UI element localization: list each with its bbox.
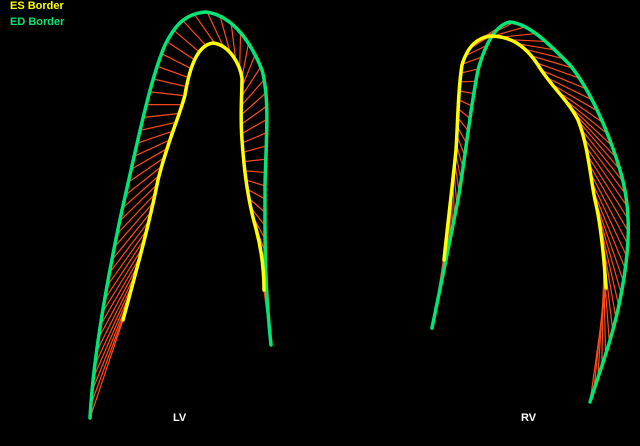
chord-line: [111, 211, 152, 261]
chord-line: [457, 117, 469, 132]
chord-line: [457, 108, 471, 119]
chord-line: [585, 146, 628, 207]
chord-line: [166, 41, 195, 61]
chord-line: [580, 128, 624, 183]
lv-es-border: [121, 41, 266, 322]
chord-line: [583, 137, 627, 195]
chord-line: [104, 238, 146, 300]
chord-line: [465, 44, 488, 57]
chord-line: [531, 55, 573, 69]
chord-line: [156, 65, 189, 79]
chord-line: [94, 283, 134, 366]
chord-line: [239, 32, 242, 69]
chord-line: [230, 23, 237, 61]
chord-line: [551, 84, 598, 112]
legend-es-border: ES Border: [10, 0, 64, 12]
rv-es-border: [442, 34, 608, 290]
chord-line: [153, 78, 187, 88]
chord-line: [546, 77, 593, 101]
chord-line: [106, 229, 148, 287]
chord-line: [182, 20, 207, 46]
chord-line: [89, 319, 124, 419]
chord-line: [241, 54, 256, 88]
chord-line: [149, 91, 185, 97]
chord-line: [143, 112, 180, 119]
chord-line: [563, 97, 608, 135]
chord-line: [241, 132, 267, 144]
chord-line: [193, 13, 216, 44]
chord-line: [243, 158, 266, 163]
chord-line: [541, 69, 587, 90]
chord-line: [568, 105, 613, 147]
lv-ed-border: [88, 10, 273, 420]
chord-line: [492, 26, 526, 37]
chord-line: [524, 48, 564, 60]
chord-line: [592, 190, 626, 270]
chord-line: [589, 287, 607, 403]
rv-label: RV: [521, 412, 537, 424]
chord-line: [557, 91, 604, 123]
chord-line: [127, 157, 165, 183]
chord-line: [241, 43, 250, 78]
chord-line: [517, 43, 555, 51]
chord-line: [240, 92, 267, 116]
chord-line: [588, 163, 629, 232]
chord-line: [113, 202, 154, 248]
chord-line: [161, 53, 192, 70]
chord-line: [92, 292, 131, 379]
legend-ed-border: ED Border: [10, 16, 65, 28]
chord-line: [91, 301, 129, 392]
chord-line: [462, 56, 483, 65]
chord-line: [219, 16, 231, 54]
chord-line: [241, 118, 268, 135]
chord-line: [95, 274, 136, 353]
chord-line: [101, 247, 143, 313]
chord-line: [587, 154, 629, 220]
chord-line: [108, 220, 150, 274]
chord-line: [90, 310, 126, 405]
rv-ed-border: [430, 20, 630, 404]
chord-line: [459, 80, 476, 83]
chord-line: [536, 62, 580, 79]
chord-line: [459, 90, 474, 95]
chord-line: [97, 265, 139, 340]
chord-line: [510, 39, 546, 43]
chord-line: [577, 120, 621, 170]
chord-line: [573, 112, 617, 159]
chord-line: [589, 172, 629, 245]
chord-line: [458, 99, 473, 107]
chord-line: [241, 66, 262, 97]
rv-diagram: [430, 20, 630, 404]
chord-line: [240, 79, 265, 107]
chord-line: [130, 148, 168, 170]
chord-line: [139, 121, 177, 131]
chord-line: [122, 175, 160, 209]
chord-line: [247, 188, 266, 200]
chord-line: [119, 184, 158, 222]
chord-line: [124, 166, 162, 196]
chord-line: [242, 145, 267, 153]
chord-line: [99, 256, 141, 326]
chord-line: [116, 193, 156, 235]
lv-diagram: [88, 10, 273, 420]
chord-line: [248, 197, 266, 213]
chord-line: [206, 12, 224, 48]
chord-line: [591, 181, 628, 257]
chord-line: [133, 139, 171, 157]
chord-line: [460, 68, 479, 74]
chord-line: [240, 105, 268, 125]
lv-chords: [89, 12, 272, 419]
chord-line: [245, 179, 266, 187]
lv-label: LV: [173, 412, 187, 424]
chord-line: [173, 29, 200, 53]
chord-line: [594, 199, 624, 282]
chord-line: [136, 130, 174, 144]
chord-line: [244, 170, 266, 174]
chord-line: [501, 32, 536, 38]
